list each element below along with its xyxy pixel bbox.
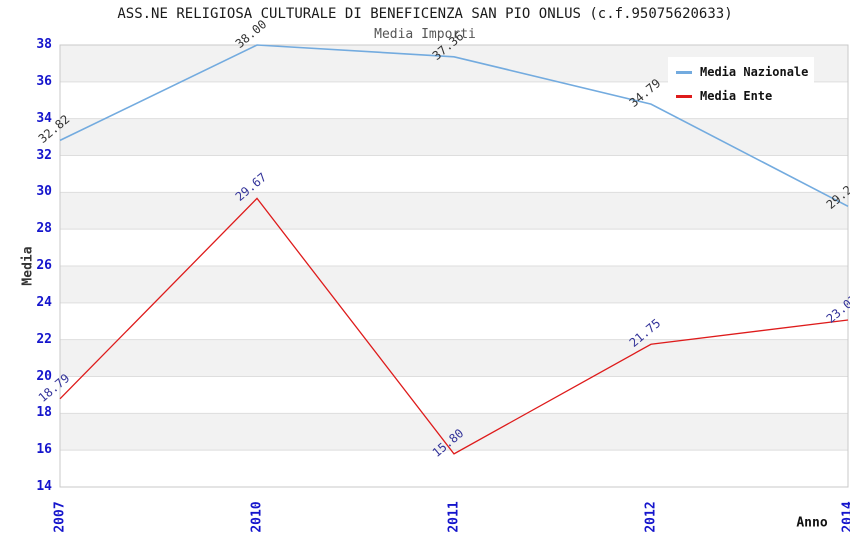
legend-label-media-ente: Media Ente <box>700 89 773 103</box>
x-tick-label: 2012 <box>643 501 659 533</box>
plot-band <box>60 266 848 303</box>
chart-subtitle: Media Importi <box>374 27 476 42</box>
plot-border <box>59 44 849 488</box>
y-tick-label: 14 <box>36 479 52 494</box>
legend-item-media-nazionale: Media Nazionale <box>676 64 809 80</box>
y-tick-label: 38 <box>36 37 52 52</box>
y-tick-label: 16 <box>36 442 52 458</box>
media-ente-line-swatch <box>676 94 692 98</box>
legend-label-media-nazionale: Media Nazionale <box>700 65 809 79</box>
plot-band <box>60 118 848 156</box>
y-tick-label: 32 <box>36 147 52 163</box>
y-tick-label: 26 <box>36 258 52 273</box>
y-tick-label: 20 <box>36 368 52 384</box>
legend-item-media-ente: Media Ente <box>676 88 806 104</box>
y-tick-label: 22 <box>36 331 52 347</box>
y-tick-label: 28 <box>36 221 52 237</box>
x-tick-label: 2010 <box>249 501 265 533</box>
x-axis-label: Anno <box>796 515 828 531</box>
plot-band <box>60 339 848 377</box>
chart-title: ASS.NE RELIGIOSA CULTURALE DI BENEFICENZ… <box>117 6 733 22</box>
plot-band <box>60 413 848 451</box>
plot-band <box>60 192 848 230</box>
x-tick-label: 2011 <box>446 501 462 533</box>
y-tick-label: 24 <box>36 294 52 310</box>
y-tick-label: 34 <box>36 110 52 126</box>
series-line-media-nazionale <box>59 44 849 208</box>
series-line-media-ente <box>59 197 849 455</box>
y-tick-label: 18 <box>36 405 52 421</box>
y-tick-label: 30 <box>36 184 52 200</box>
media-nazionale-line-swatch <box>676 70 692 74</box>
y-tick-label: 36 <box>36 73 52 89</box>
legend: Media Nazionale Media Ente <box>668 57 814 111</box>
x-tick-label: 2014 <box>840 501 850 533</box>
x-tick-label: 2007 <box>52 501 68 533</box>
